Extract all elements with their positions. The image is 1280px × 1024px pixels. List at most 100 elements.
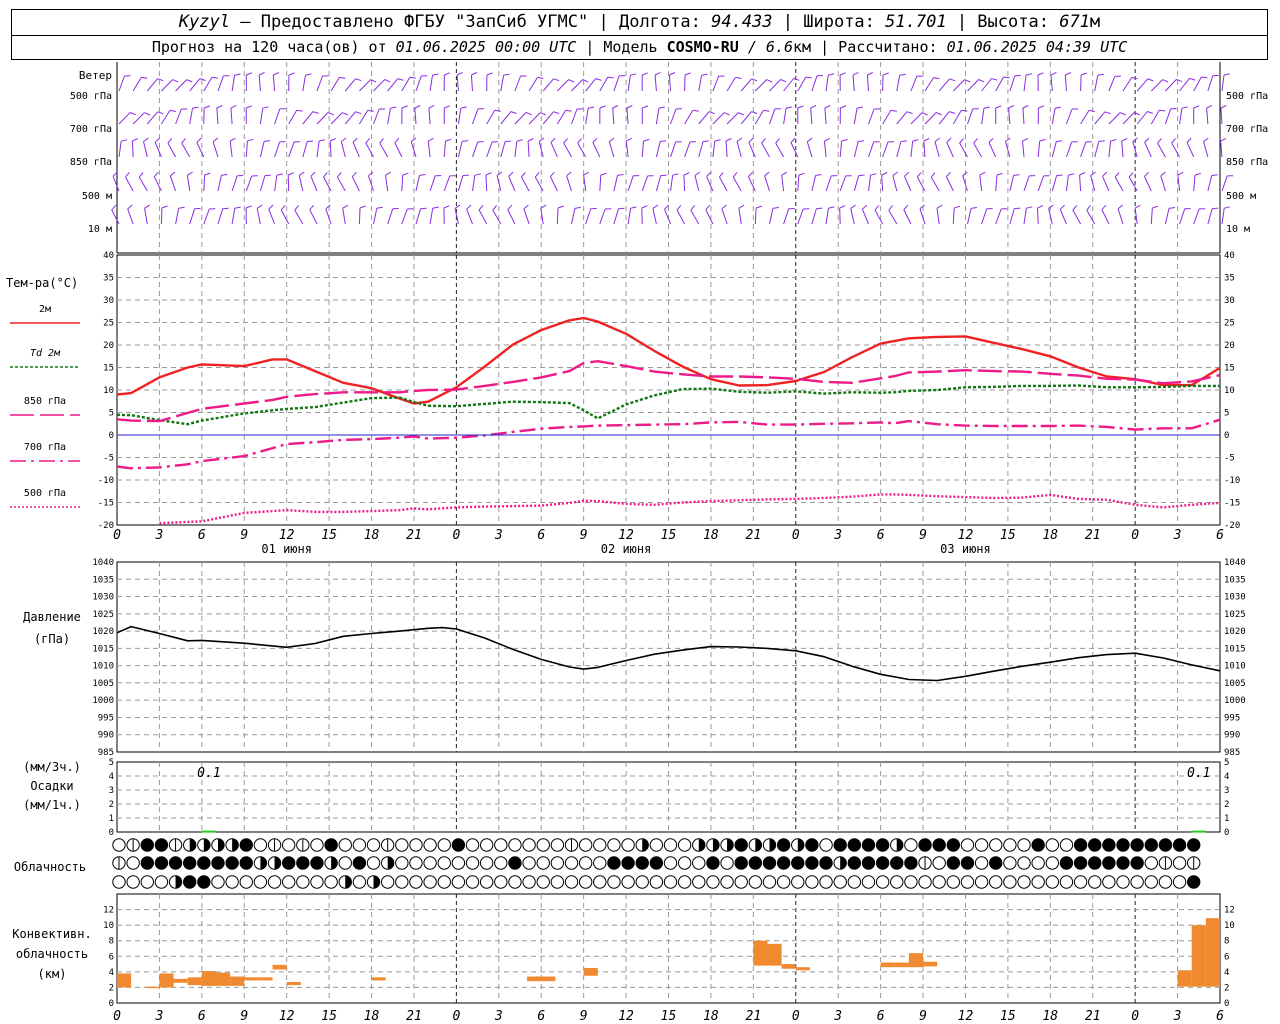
wind-barb (336, 176, 346, 192)
wind-barb (203, 76, 213, 92)
wind-barb-flag (384, 79, 391, 83)
wind-barb (706, 176, 714, 192)
wind-barb (294, 209, 304, 225)
wind-barb-flag (1022, 137, 1029, 142)
temperature-hour-label: 0 (1131, 528, 1139, 543)
wind-barb (160, 207, 163, 225)
cloud-symbol (819, 838, 833, 852)
wind-barb-flag (906, 111, 913, 115)
wind-barb (344, 111, 356, 125)
convective-hour-label: 18 (703, 1009, 719, 1024)
cloud-symbol (494, 875, 508, 889)
wind-barb-flag (714, 139, 721, 142)
wind-barb (712, 141, 716, 158)
temperature-tick-label-right: 35 (1224, 274, 1235, 284)
wind-barb-flag (1121, 137, 1128, 142)
wind-barb (175, 208, 180, 225)
wind-barb (429, 175, 436, 192)
wind-barb-flag (1102, 171, 1108, 177)
wind-barb-flag (296, 109, 303, 112)
cloud-symbol-fill (274, 856, 281, 870)
wind-barb-flag (930, 172, 936, 178)
wind-barb (1136, 111, 1148, 125)
wind-barb (203, 208, 210, 225)
wind-barb (690, 209, 700, 225)
cloud-symbol (522, 856, 536, 870)
wind-barb-flag (946, 137, 952, 143)
wind-barb (1221, 175, 1228, 192)
cloud-symbol (1116, 856, 1130, 870)
temperature-hour-label: 12 (618, 528, 634, 543)
wind-barb-flag (706, 171, 712, 177)
convective-hour-label: 6 (877, 1009, 885, 1024)
wind-barb-flag (557, 205, 564, 209)
wind-barb (212, 141, 219, 158)
pressure-tick-label-left: 985 (98, 748, 114, 758)
wind-barb-flag (725, 138, 732, 142)
wind-barb-flag (899, 73, 906, 76)
convective-bar (258, 977, 273, 981)
cloud-symbol (154, 838, 169, 852)
calc-date: 01.06.2025 04:39 UTC (946, 38, 1128, 56)
wind-barb (1177, 175, 1181, 192)
wind-barb (1128, 176, 1138, 192)
temperature-hour-label: 6 (877, 528, 885, 543)
wind-barb (655, 108, 660, 125)
wind-barb (979, 175, 983, 192)
cloud-symbol (1116, 838, 1130, 852)
wind-barb-flag (1088, 109, 1095, 112)
wind-barb (868, 141, 875, 158)
wind-barb-flag (256, 204, 263, 209)
wind-barb (456, 74, 459, 92)
wind-barb (325, 208, 332, 225)
temperature-hour-label: 9 (240, 528, 248, 543)
wind-barb-flag (583, 171, 590, 176)
wind-barb-flag (196, 137, 202, 143)
wind-barb-flag (1203, 137, 1209, 143)
wind-barb (732, 176, 742, 192)
wind-barb-flag (641, 205, 648, 209)
wind-barb-flag (702, 140, 709, 143)
wind-barb (1117, 208, 1124, 225)
cloud-symbol (126, 875, 140, 889)
wind-barb (1164, 208, 1170, 225)
convective-bar (117, 973, 132, 988)
wind-barb-flag (309, 204, 315, 211)
cloud-symbol (946, 875, 961, 889)
wind-barb (725, 140, 728, 158)
wind-barb-flag (856, 106, 863, 109)
wind-barb (1206, 108, 1209, 125)
wind-barb (769, 108, 776, 125)
cloud-symbol (720, 856, 734, 870)
cloud-symbol (847, 838, 862, 852)
wind-barb (280, 209, 290, 225)
wind-barb-flag (1134, 204, 1141, 209)
convective-tick-label-left: 0 (109, 999, 114, 1009)
cloud-symbol (310, 838, 324, 852)
wind-barb-flag (258, 71, 265, 76)
wind-barb-flag (1132, 137, 1138, 143)
wind-barb-flag (954, 205, 961, 209)
wind-barb (839, 175, 847, 192)
convective-bar (541, 976, 556, 982)
wind-barb (923, 140, 926, 158)
wind-barb-flag (1068, 173, 1075, 176)
wind-barb (1203, 141, 1209, 158)
wind-barb-flag (268, 204, 274, 210)
wind-barb (1094, 111, 1106, 125)
wind-barb-flag (858, 174, 865, 177)
cloud-symbol (1017, 838, 1031, 852)
wind-barb (698, 75, 703, 92)
cloud-symbol (352, 838, 367, 852)
wind-barb-flag (129, 112, 136, 116)
wind-barb-flag (229, 137, 236, 142)
wind-barb (1136, 78, 1148, 92)
wind-barb (1220, 141, 1223, 158)
wind-barb-flag (840, 105, 847, 109)
wind-barb-flag (626, 137, 632, 142)
wind-barb (853, 141, 859, 158)
wind-barb-flag (828, 206, 835, 209)
wind-barb-flag (723, 112, 730, 116)
wind-barb-flag (780, 79, 787, 83)
